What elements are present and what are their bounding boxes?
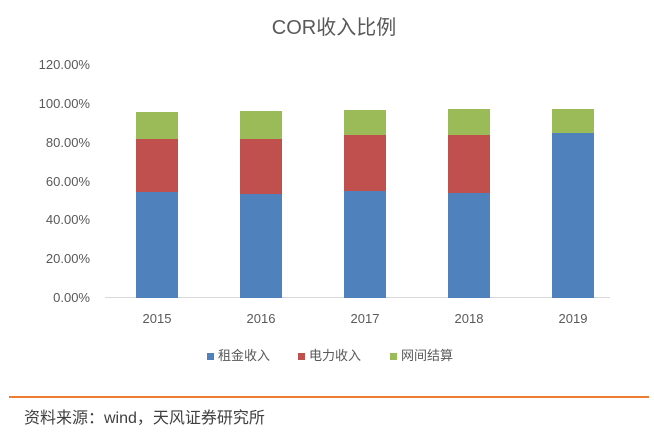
bar-2018 [448, 109, 490, 298]
bar-segment [344, 190, 386, 298]
source-note: 资料来源：wind，天风证券研究所 [24, 410, 265, 427]
bar-2017 [344, 110, 386, 298]
bar-segment [448, 193, 490, 298]
bar-2016 [240, 110, 282, 298]
bar-segment [136, 192, 178, 298]
legend-item: 电力收入 [298, 346, 361, 366]
y-tick-label: 80.00% [45, 134, 90, 150]
bar-segment [552, 132, 594, 298]
bar-2015 [136, 111, 178, 298]
bar-2019 [552, 109, 594, 298]
x-tick-label: 2015 [142, 311, 172, 326]
chart-title: COR收入比例 [271, 17, 397, 39]
bar-segment [240, 110, 282, 139]
y-tick-label: 40.00% [45, 212, 90, 228]
bar-segment [136, 139, 178, 193]
orange-divider [9, 396, 649, 398]
legend-swatch-icon [298, 352, 305, 360]
legend: 租金收入 电力收入 网间结算 [0, 346, 654, 366]
bar-segment [448, 135, 490, 194]
legend-label: 网间结算 [401, 348, 454, 363]
bar-segment [448, 109, 490, 136]
x-tick-label: 2017 [350, 311, 380, 326]
bar-segment [552, 109, 594, 133]
y-tick-label: 20.00% [45, 251, 90, 267]
x-tick-label: 2016 [246, 311, 276, 326]
legend-swatch-icon [390, 352, 397, 360]
legend-item: 网间结算 [390, 346, 453, 366]
y-tick-label: 100.00% [38, 96, 90, 111]
x-tick-label: 2018 [454, 311, 484, 326]
legend-item: 租金收入 [207, 346, 270, 366]
bar-segment [344, 110, 386, 136]
legend-swatch-icon [207, 352, 214, 360]
bar-segment [240, 138, 282, 195]
y-tick-label: 120.00% [38, 57, 90, 73]
legend-label: 租金收入 [218, 348, 271, 363]
bar-segment [344, 135, 386, 191]
y-tick-label: 0.00% [53, 290, 90, 305]
x-tick-label: 2019 [558, 311, 588, 326]
bar-segment [136, 111, 178, 140]
y-tick-label: 60.00% [45, 173, 90, 189]
legend-label: 电力收入 [309, 348, 362, 363]
bar-segment [240, 194, 282, 298]
